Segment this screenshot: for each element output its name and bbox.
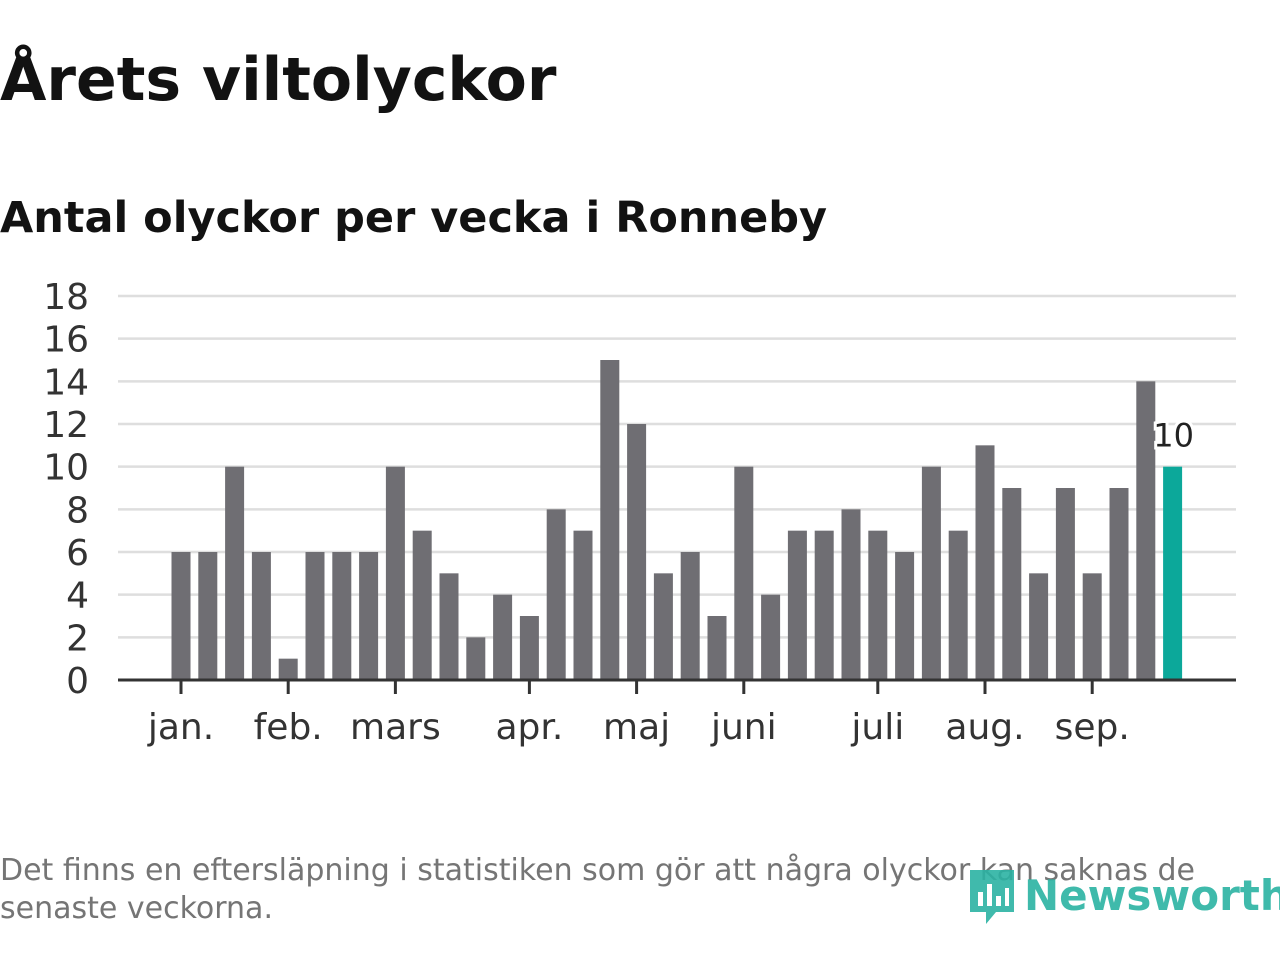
bar	[573, 530, 593, 680]
x-tick-label: feb.	[254, 707, 323, 748]
bar	[1055, 488, 1075, 680]
bar	[921, 466, 941, 680]
bars	[171, 360, 1183, 680]
y-tick-label: 8	[66, 490, 89, 531]
bar-highlight	[1163, 466, 1183, 680]
bar	[466, 637, 486, 680]
bar	[519, 616, 539, 680]
bar	[198, 552, 218, 680]
y-tick-label: 6	[66, 533, 89, 574]
x-tick-label: mars	[350, 707, 441, 748]
bar	[761, 594, 781, 680]
bar	[359, 552, 379, 680]
y-tick-label: 0	[66, 661, 89, 702]
bar	[171, 552, 191, 680]
bar	[975, 445, 995, 680]
newsworthy-logo: Newsworthy	[966, 862, 1280, 928]
bar	[493, 594, 513, 680]
x-tick-label: apr.	[495, 707, 563, 748]
bar	[225, 466, 245, 680]
bar	[895, 552, 915, 680]
bar	[653, 573, 673, 680]
y-tick-label: 10	[43, 448, 89, 489]
x-tick-label: sep.	[1055, 707, 1130, 748]
x-tick-label: juli	[850, 707, 904, 748]
bar	[251, 552, 271, 680]
gridlines	[118, 294, 1236, 639]
bar	[412, 530, 432, 680]
y-tick-label: 16	[43, 320, 89, 361]
y-tick-label: 4	[66, 576, 89, 617]
bar	[841, 509, 861, 680]
bar	[385, 466, 405, 680]
y-tick-label: 18	[43, 277, 89, 318]
bar	[278, 658, 298, 680]
bar	[546, 509, 566, 680]
bar	[1082, 573, 1102, 680]
bar	[332, 552, 352, 680]
y-tick-label: 14	[43, 362, 89, 403]
bar	[948, 530, 968, 680]
chart-subtitle: Antal olyckor per vecka i Ronneby	[0, 193, 828, 243]
bar	[439, 573, 459, 680]
bar	[787, 530, 807, 680]
bar	[868, 530, 888, 680]
bar	[1002, 488, 1022, 680]
bar	[1029, 573, 1049, 680]
x-tick-label: juni	[710, 707, 777, 748]
bar	[680, 552, 700, 680]
bar	[1109, 488, 1129, 680]
bar	[707, 616, 727, 680]
bar	[305, 552, 325, 680]
logo-text: Newsworthy	[1024, 870, 1280, 920]
x-axis: jan. feb. mars apr. maj juni juli aug. sep.	[118, 678, 1236, 748]
bar	[734, 466, 754, 680]
y-tick-label: 12	[43, 405, 89, 446]
x-tick-label: maj	[603, 707, 670, 748]
bar	[814, 530, 834, 680]
y-tick-label: 2	[66, 618, 89, 659]
x-tick-label: aug.	[945, 707, 1024, 748]
bar	[600, 360, 620, 680]
highlight-value-label: 10	[1153, 417, 1194, 455]
x-tick-label: jan.	[147, 707, 214, 748]
annotations: 10	[1150, 414, 1197, 458]
newsworthy-logo-icon	[970, 870, 1014, 924]
bar	[627, 424, 647, 680]
bar	[1136, 381, 1156, 680]
chart-title: Årets viltolyckor	[0, 45, 557, 115]
